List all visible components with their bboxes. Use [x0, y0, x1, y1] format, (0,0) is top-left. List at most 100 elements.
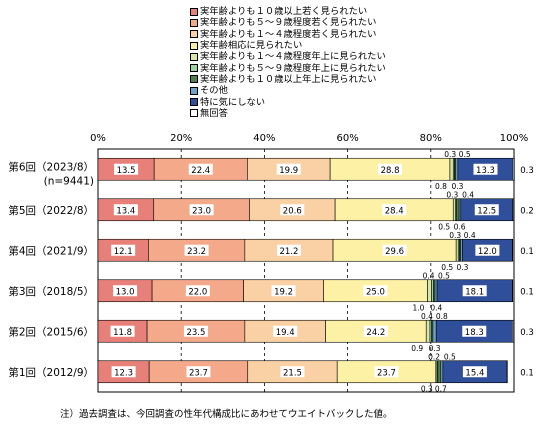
- legend-item: その他: [190, 85, 430, 96]
- small-value-label: 1.0: [413, 303, 425, 312]
- small-value-label: 0.4: [421, 312, 433, 321]
- no-answer-label: 0.1: [520, 247, 534, 257]
- value-label: 12.1: [114, 247, 133, 257]
- legend-label: 実年齢よりも１～４歳程度若く見られたい: [200, 28, 377, 40]
- value-label: 18.1: [465, 287, 484, 297]
- value-label: 13.0: [116, 287, 135, 297]
- legend-item: 実年齢よりも１～４歳程度若く見られたい: [190, 29, 430, 40]
- value-label-bg: [185, 285, 210, 297]
- value-label-bg: [462, 285, 487, 297]
- x-tick-label: 100%: [500, 133, 529, 144]
- bar-segment: [449, 157, 454, 181]
- category-label: 第6回（2023/8）: [8, 160, 94, 173]
- bar-segment: [512, 157, 515, 181]
- category-label: 第5回（2022/8）: [8, 204, 94, 217]
- small-value-label: 0.5: [438, 222, 450, 231]
- legend-label: 実年齢相応に見られたい: [200, 40, 303, 52]
- value-label-bg: [280, 366, 305, 378]
- legend-label: その他: [200, 85, 228, 97]
- value-label-bg: [276, 244, 301, 256]
- value-label-bg: [188, 163, 213, 175]
- small-value-label: 0.4: [423, 271, 435, 280]
- value-label-bg: [382, 244, 407, 256]
- value-label: 19.9: [279, 166, 298, 176]
- small-value-label: 0.5: [459, 150, 471, 159]
- small-value-label: 0.3: [444, 150, 456, 159]
- no-answer-label: 0.3: [520, 328, 534, 338]
- small-value-label: 0.3: [446, 190, 458, 199]
- value-label: 13.5: [117, 166, 136, 176]
- legend-swatch: [190, 75, 198, 84]
- value-label-bg: [271, 285, 296, 297]
- small-value-label: 0.8: [436, 312, 448, 321]
- value-label-bg: [111, 366, 136, 378]
- value-label: 25.0: [366, 287, 385, 297]
- bar-segment: [455, 238, 459, 262]
- value-label-bg: [184, 244, 209, 256]
- bar-segment: [437, 360, 442, 384]
- value-label-bg: [186, 366, 211, 378]
- legend-swatch: [190, 18, 198, 27]
- value-label-bg: [113, 204, 138, 216]
- value-label-bg: [189, 204, 214, 216]
- value-label-bg: [363, 325, 388, 337]
- legend-label: 実年齢よりも１～４歳程度年上に見られたい: [200, 51, 386, 63]
- value-label: 20.6: [283, 206, 302, 216]
- legend-item: 実年齢よりも１０歳以上若く見られたい: [190, 6, 430, 17]
- bar-segment: [455, 157, 459, 181]
- value-label: 13.4: [116, 206, 135, 216]
- category-label: 第4回（2021/9）: [8, 244, 94, 257]
- legend-item: 実年齢よりも１０歳以上年上に見られたい: [190, 74, 430, 85]
- small-value-label: 0.4: [430, 303, 442, 312]
- legend-swatch: [190, 98, 198, 107]
- value-label-bg: [110, 325, 135, 337]
- value-label: 23.7: [189, 368, 208, 378]
- small-value-label: 0.4: [464, 231, 476, 240]
- legend-swatch: [190, 52, 198, 61]
- legend-swatch: [190, 64, 198, 73]
- value-label: 12.5: [477, 206, 496, 216]
- value-label: 15.4: [465, 368, 484, 378]
- legend-swatch: [190, 41, 198, 50]
- value-label-bg: [462, 325, 487, 337]
- small-value-label: 0.3: [421, 384, 433, 393]
- legend-swatch: [190, 7, 198, 16]
- legend-item: 実年齢よりも１～４歳程度年上に見られたい: [190, 51, 430, 62]
- small-value-label: 0.7: [435, 384, 447, 393]
- value-label: 22.0: [188, 287, 207, 297]
- legend-item: 無回答: [190, 108, 430, 119]
- no-answer-label: 0.1: [520, 368, 534, 378]
- small-value-label: 0.5: [444, 352, 456, 361]
- value-label: 28.4: [385, 206, 404, 216]
- small-value-label: 0.9: [411, 344, 423, 353]
- bar-segment: [512, 198, 514, 222]
- legend-item: 特に気にしない: [190, 96, 430, 108]
- legend-swatch: [190, 86, 198, 95]
- legend-item: 実年齢よりも５～９歳程度年上に見られたい: [190, 62, 430, 74]
- small-value-label: 0.2: [428, 352, 440, 361]
- category-label: (n=9441): [44, 175, 94, 187]
- value-label-bg: [113, 285, 138, 297]
- category-label: 第3回（2018/5）: [8, 285, 94, 298]
- small-value-label: 0.3: [457, 263, 469, 272]
- small-value-label: 0.5: [441, 263, 453, 272]
- value-label: 23.5: [186, 328, 205, 338]
- small-value-label: 0.8: [435, 182, 447, 191]
- value-label-bg: [363, 285, 388, 297]
- value-label-bg: [183, 325, 208, 337]
- value-label-bg: [276, 163, 301, 175]
- value-label-bg: [273, 325, 298, 337]
- value-label-bg: [382, 204, 407, 216]
- small-value-label: 0.3: [429, 344, 441, 353]
- value-label: 13.3: [476, 166, 495, 176]
- value-label-bg: [462, 366, 487, 378]
- value-label: 18.3: [465, 328, 484, 338]
- bar-segment: [452, 198, 456, 222]
- value-label: 23.7: [377, 368, 396, 378]
- no-answer-label: 0.3: [520, 166, 534, 176]
- legend-item: 実年齢よりも５～９歳程度若く見られたい: [190, 17, 430, 28]
- legend-label: 実年齢よりも５～９歳程度年上に見られたい: [200, 62, 386, 74]
- value-label-bg: [475, 244, 500, 256]
- value-label: 11.8: [113, 328, 132, 338]
